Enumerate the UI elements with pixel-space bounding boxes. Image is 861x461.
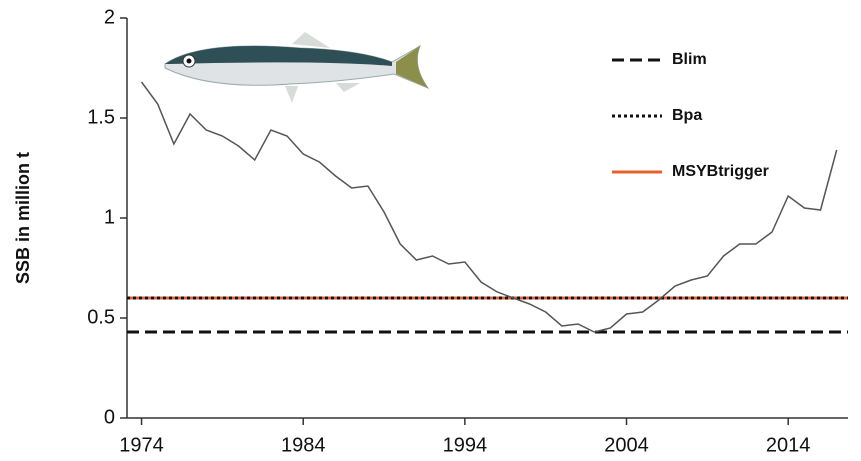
y-tick-label: 0.5 — [87, 306, 115, 328]
fish-illustration — [165, 32, 428, 103]
legend-label: MSYBtrigger — [672, 163, 769, 180]
x-tick-label: 1994 — [443, 434, 488, 456]
legend-label: Bpa — [672, 107, 702, 124]
data-line — [142, 82, 837, 332]
x-tick-label: 2004 — [604, 434, 649, 456]
y-axis-label: SSB in million t — [13, 152, 33, 284]
y-tick-label: 2 — [104, 6, 115, 28]
x-tick-label: 2014 — [766, 434, 811, 456]
y-tick-label: 1.5 — [87, 106, 115, 128]
x-tick-label: 1974 — [119, 434, 164, 456]
chart: SSB in million t 0 0.5 1 1.5 2 1974 1984 1994 20… — [0, 0, 861, 461]
y-tick-label: 0 — [104, 406, 115, 428]
legend-label: Blim — [672, 51, 707, 68]
y-tick-label: 1 — [104, 206, 115, 228]
x-tick-label: 1984 — [281, 434, 326, 456]
